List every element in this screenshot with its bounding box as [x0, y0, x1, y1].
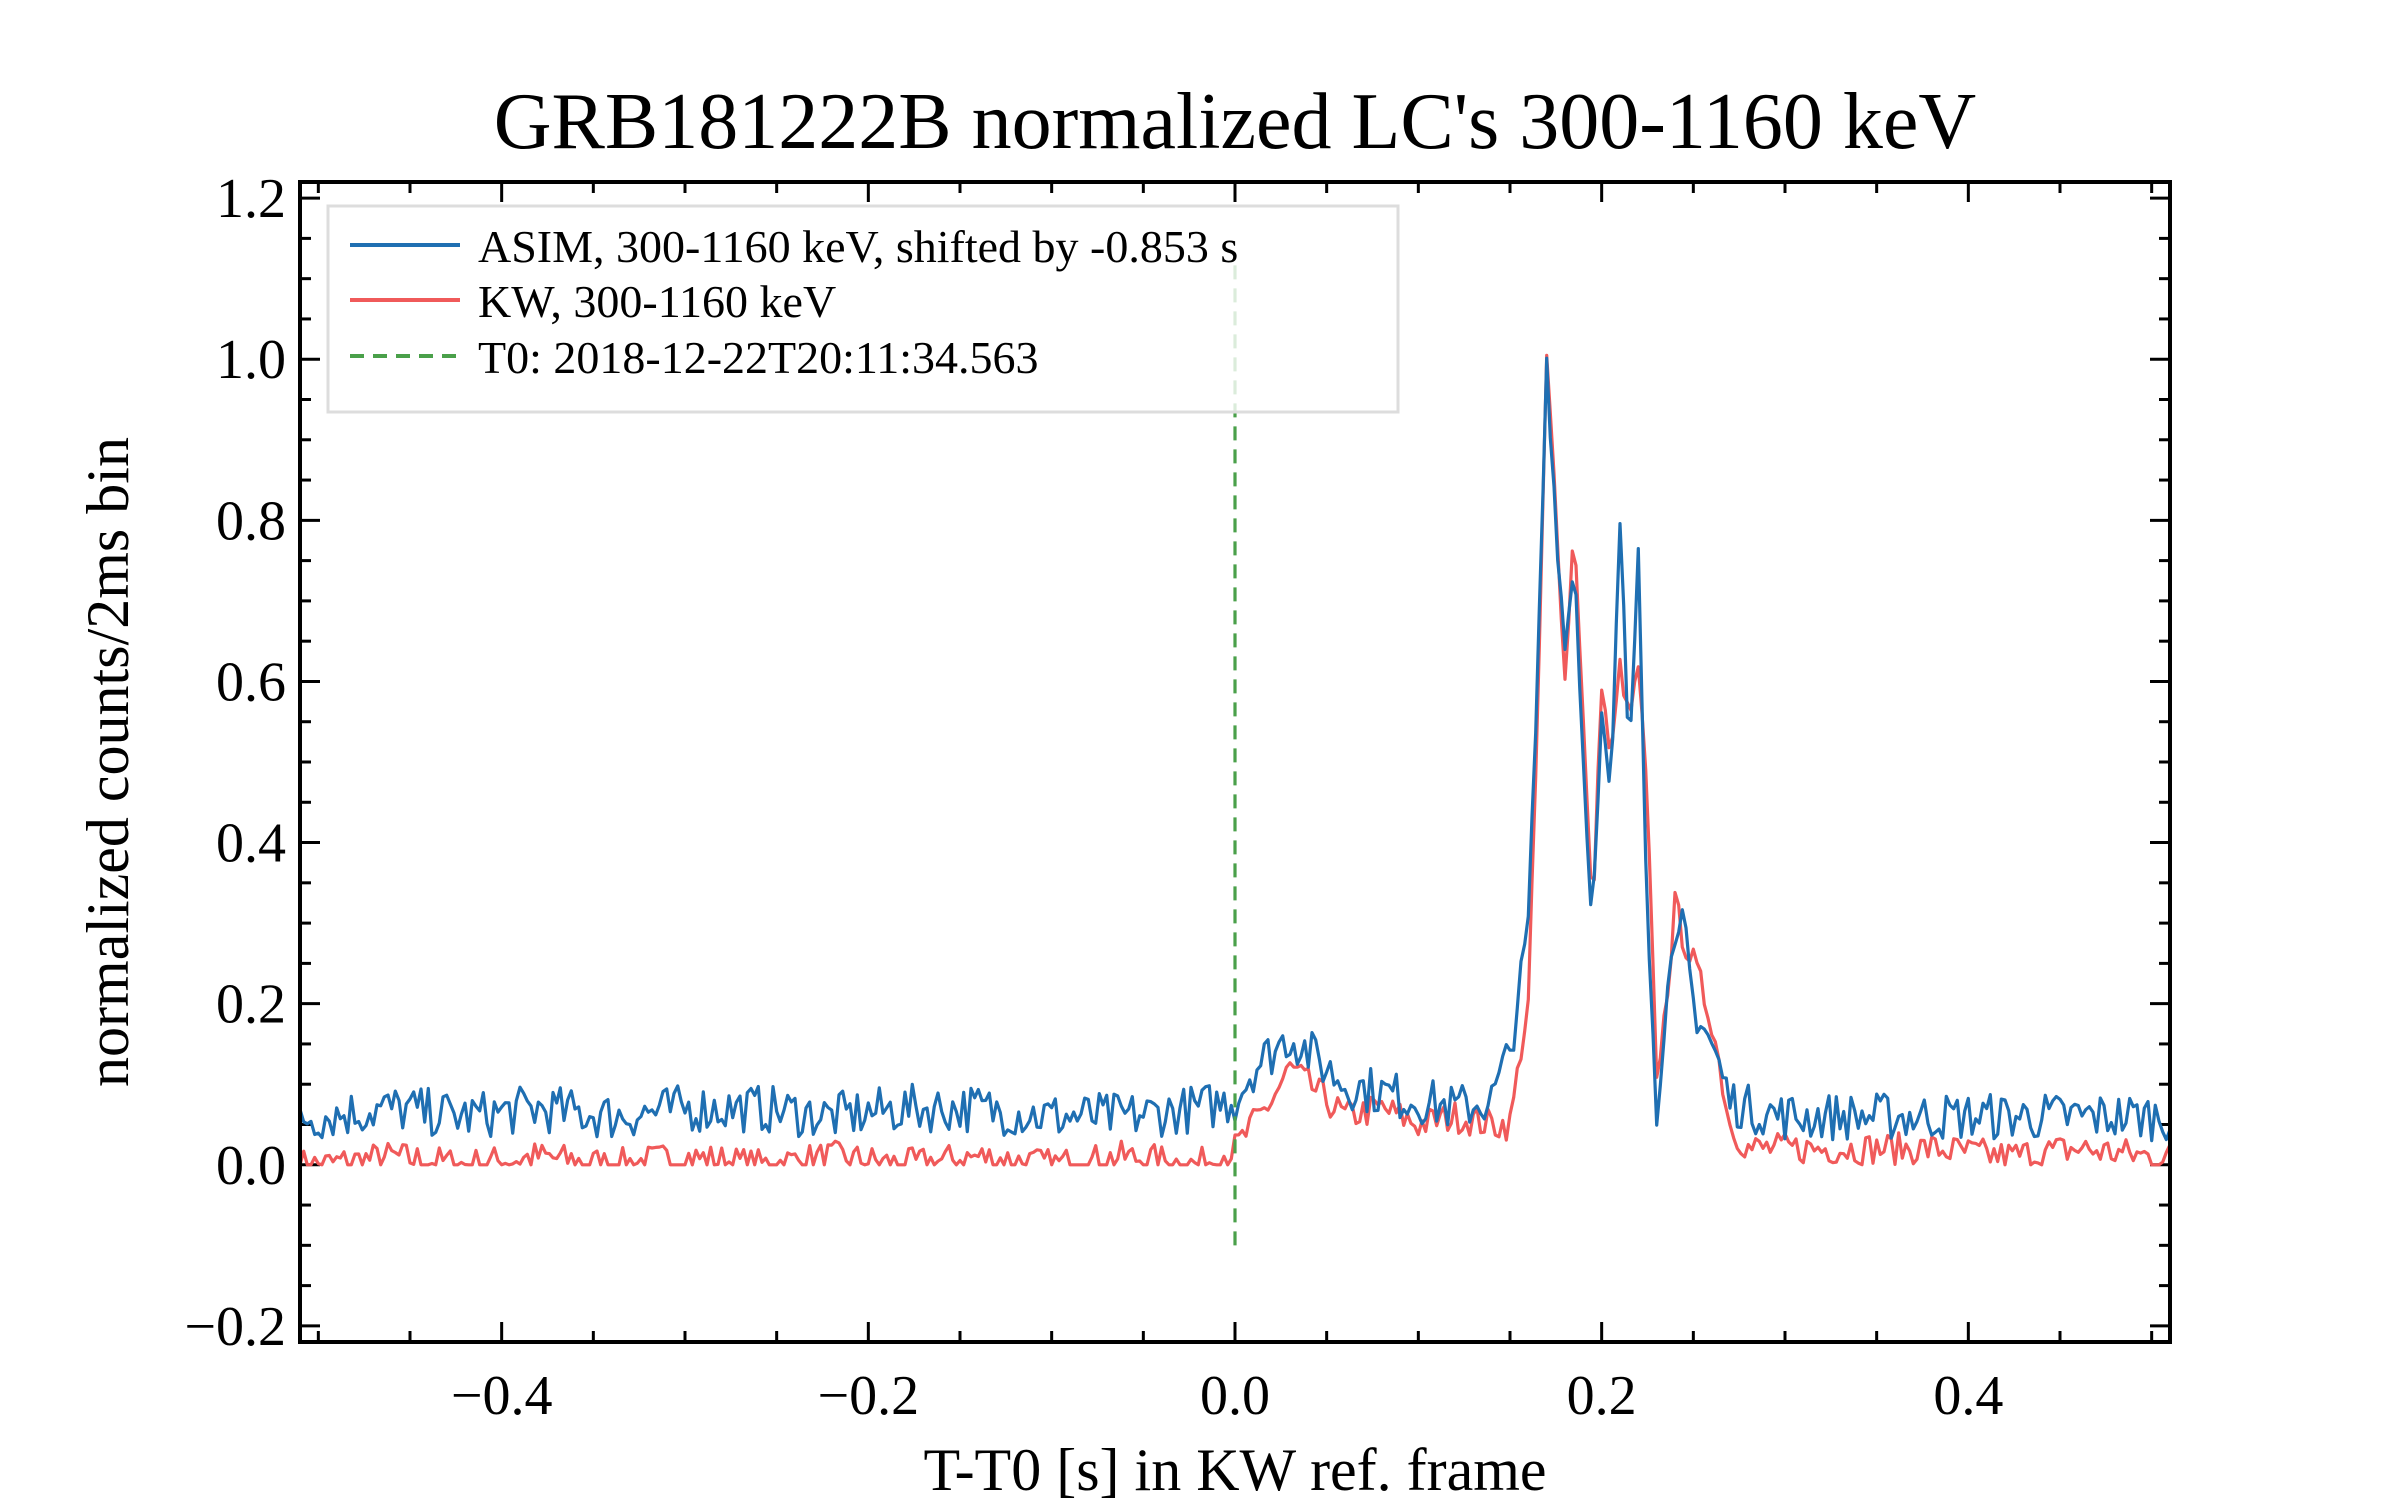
- series-layer: [300, 262, 2170, 1246]
- y-tick-label: 1.2: [216, 168, 286, 230]
- x-tick-label: 0.4: [1933, 1365, 2003, 1427]
- x-axis-label: T-T0 [s] in KW ref. frame: [923, 1437, 1546, 1500]
- y-tick-label: 0.8: [216, 490, 286, 552]
- x-tick-label: −0.2: [818, 1365, 920, 1427]
- y-tick-label: 0.4: [216, 813, 286, 875]
- x-tick-label: 0.2: [1567, 1365, 1637, 1427]
- y-tick-label: 0.6: [216, 651, 286, 713]
- x-tick-label: 0.0: [1200, 1365, 1270, 1427]
- x-tick-label: −0.4: [451, 1365, 553, 1427]
- series-line-kw: [300, 353, 2170, 1167]
- legend-box: [326, 204, 1400, 414]
- plot-frame: [298, 180, 2172, 1344]
- tick-labels-layer: −0.4 −0.2 0.0 0.2 0.4 −0.2 0.0 0.2 0.4 0.6 0.8 1.0 1…: [184, 168, 2003, 1427]
- legend-label-t0: T0: 2018-12-22T20:11:34.563: [478, 332, 1038, 383]
- y-tick-label: 1.0: [216, 329, 286, 391]
- legend-label-asim: ASIM, 300-1160 keV, shifted by -0.853 s: [478, 221, 1238, 272]
- y-tick-label: 0.0: [216, 1135, 286, 1197]
- y-axis-label: normalized counts/2ms bin: [75, 437, 141, 1087]
- y-tick-label: −0.2: [184, 1296, 286, 1358]
- legend: ASIM, 300-1160 keV, shifted by -0.853 s …: [326, 204, 1400, 414]
- y-tick-label: 0.2: [216, 974, 286, 1036]
- chart-title: GRB181222B normalized LC's 300-1160 keV: [494, 78, 1976, 166]
- legend-label-kw: KW, 300-1160 keV: [478, 276, 836, 327]
